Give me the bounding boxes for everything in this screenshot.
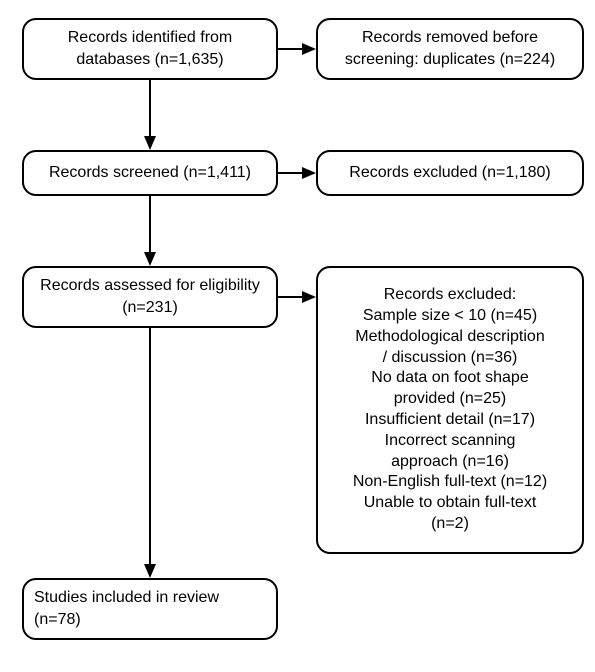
text: (n=231) xyxy=(40,297,260,319)
text: No data on foot shape xyxy=(353,368,547,389)
text: Incorrect scanning xyxy=(353,431,547,452)
text: Studies included in review xyxy=(34,587,219,609)
text: approach (n=16) xyxy=(353,452,547,473)
text: (n=2) xyxy=(353,514,547,535)
text: Non-English full-text (n=12) xyxy=(353,472,547,493)
text: Insufficient detail (n=17) xyxy=(353,410,547,431)
node-identified: Records identified from databases (n=1,6… xyxy=(22,18,278,80)
node-included: Studies included in review (n=78) xyxy=(22,578,278,640)
text: Records excluded: xyxy=(353,285,547,306)
text: Records screened (n=1,411) xyxy=(49,162,251,184)
text: Records identified from xyxy=(68,27,233,49)
node-excluded2: Records excluded: Sample size < 10 (n=45… xyxy=(316,266,584,554)
text: Records excluded (n=1,180) xyxy=(349,162,550,184)
node-assessed: Records assessed for eligibility (n=231) xyxy=(22,266,278,328)
text: databases (n=1,635) xyxy=(68,49,233,71)
text: Records removed before xyxy=(345,27,555,49)
text: Records assessed for eligibility xyxy=(40,275,260,297)
text: Sample size < 10 (n=45) xyxy=(353,306,547,327)
text: Unable to obtain full-text xyxy=(353,493,547,514)
text: provided (n=25) xyxy=(353,389,547,410)
text: / discussion (n=36) xyxy=(353,348,547,369)
text: Methodological description xyxy=(353,327,547,348)
text: screening: duplicates (n=224) xyxy=(345,49,555,71)
text: (n=78) xyxy=(34,609,219,631)
node-removed: Records removed before screening: duplic… xyxy=(316,18,584,80)
node-excluded1: Records excluded (n=1,180) xyxy=(316,150,584,196)
node-screened: Records screened (n=1,411) xyxy=(22,150,278,196)
